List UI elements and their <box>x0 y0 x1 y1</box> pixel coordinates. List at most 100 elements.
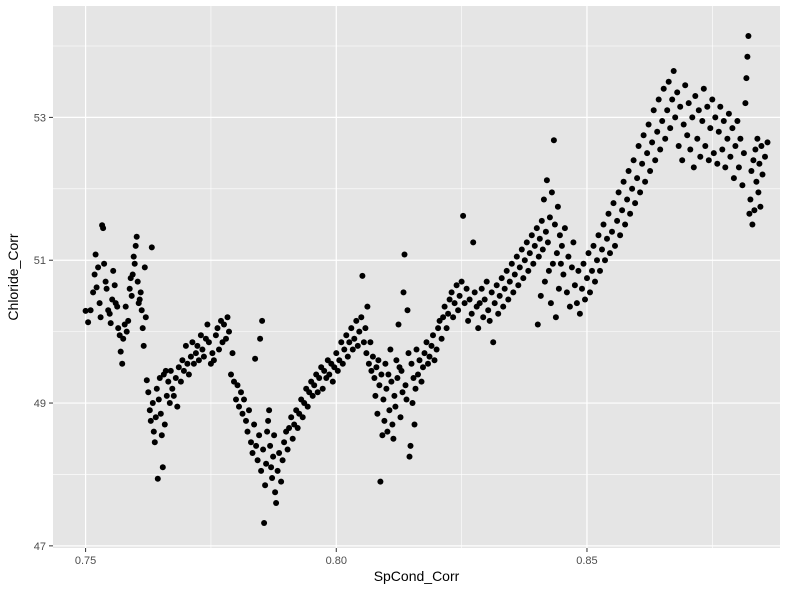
data-point <box>619 207 626 214</box>
data-point <box>410 375 417 381</box>
data-point <box>138 307 145 314</box>
data-point <box>727 153 734 160</box>
data-point <box>402 382 409 389</box>
data-point <box>719 146 726 153</box>
data-point <box>645 121 652 128</box>
data-point <box>87 307 94 314</box>
data-point <box>403 396 410 403</box>
data-point <box>165 378 172 385</box>
x-tick-label: 0.80 <box>326 555 347 567</box>
data-point <box>358 314 365 321</box>
data-point <box>715 128 722 135</box>
data-point <box>401 251 408 258</box>
data-point <box>346 339 353 346</box>
data-point <box>236 403 242 410</box>
data-point <box>148 244 155 251</box>
data-point <box>398 367 405 374</box>
data-point <box>195 357 202 364</box>
data-point <box>541 278 548 285</box>
data-point <box>518 246 525 253</box>
data-point <box>710 150 717 157</box>
data-point <box>348 325 355 332</box>
data-point <box>147 417 154 424</box>
data-point <box>655 96 662 103</box>
data-point <box>535 253 542 260</box>
data-point <box>669 96 676 103</box>
data-point <box>539 246 546 253</box>
data-point <box>131 260 138 267</box>
data-point <box>461 300 468 307</box>
data-point <box>243 417 249 424</box>
data-point <box>644 150 651 157</box>
data-point <box>92 251 99 258</box>
data-point <box>133 233 140 240</box>
data-point <box>734 118 741 124</box>
data-point <box>428 342 435 349</box>
data-point <box>637 189 644 196</box>
data-point <box>362 325 369 332</box>
data-point <box>228 371 234 378</box>
data-point <box>259 317 266 324</box>
data-point <box>97 314 104 321</box>
data-point <box>565 253 572 260</box>
data-point <box>141 264 148 271</box>
data-point <box>594 257 600 264</box>
data-point <box>448 289 455 296</box>
data-point <box>224 314 231 321</box>
data-point <box>304 403 311 410</box>
data-point <box>299 414 306 421</box>
data-point <box>602 257 608 264</box>
data-point <box>456 292 463 299</box>
data-point <box>382 360 389 367</box>
data-point <box>485 307 492 314</box>
data-point <box>309 392 316 399</box>
data-point <box>266 407 273 414</box>
data-point <box>276 450 283 456</box>
data-point <box>221 321 227 328</box>
y-axis-title: Chloride_Corr <box>5 233 21 320</box>
data-point <box>334 367 341 374</box>
data-point <box>675 143 682 149</box>
data-point <box>438 335 445 342</box>
data-point <box>407 442 414 449</box>
data-point <box>493 282 500 289</box>
data-point <box>120 335 127 342</box>
data-point <box>508 260 515 267</box>
data-point <box>102 278 109 285</box>
data-point <box>260 446 267 453</box>
data-point <box>368 367 375 374</box>
data-point <box>753 178 760 185</box>
data-point <box>161 421 168 428</box>
data-point <box>177 378 184 385</box>
data-point <box>471 289 478 296</box>
data-point <box>129 271 136 278</box>
data-point <box>709 96 716 103</box>
data-point <box>151 439 158 446</box>
data-point <box>239 410 246 417</box>
data-point <box>423 339 430 346</box>
data-point <box>175 364 182 371</box>
plot-panel <box>53 6 780 548</box>
data-point <box>496 292 503 299</box>
data-point <box>386 407 393 414</box>
data-point <box>262 482 269 489</box>
data-point <box>130 253 137 260</box>
data-point <box>491 300 498 307</box>
data-point <box>722 164 729 171</box>
data-point <box>162 367 169 374</box>
data-point <box>525 267 532 274</box>
data-point <box>622 221 629 228</box>
data-point <box>137 289 144 296</box>
data-point <box>234 382 241 389</box>
data-point <box>284 446 291 453</box>
data-point <box>729 125 736 132</box>
data-point <box>630 157 637 164</box>
data-point <box>326 371 333 378</box>
data-point <box>752 146 759 153</box>
data-point <box>592 278 598 285</box>
data-point <box>394 375 401 381</box>
data-point <box>647 168 654 174</box>
data-points <box>82 33 771 526</box>
data-point <box>363 350 370 357</box>
data-point <box>679 157 686 164</box>
